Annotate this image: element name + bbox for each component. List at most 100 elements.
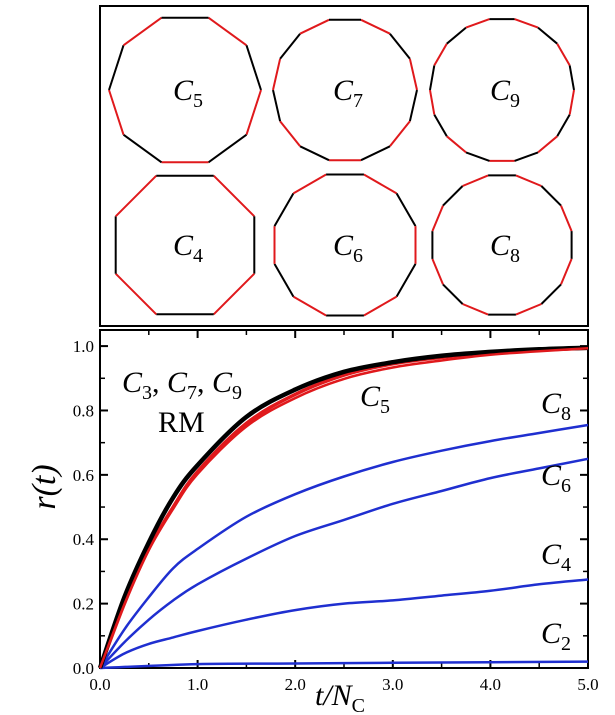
x-tick-label: 5.0 (577, 675, 598, 694)
polygon-edge (279, 33, 301, 60)
x-tick-label: 4.0 (480, 675, 501, 694)
polygon-edge (108, 89, 125, 136)
polygon-C7: C7 (272, 18, 418, 162)
polygon-edge (433, 43, 448, 66)
polygon-edge (272, 89, 282, 122)
polygon-edge (122, 133, 163, 164)
polygon-edge (537, 26, 558, 45)
polygon-edge (568, 65, 575, 91)
polygon-edge (360, 145, 391, 162)
polygon-edge (446, 26, 467, 45)
polygon-edge (540, 283, 562, 305)
polygon-edge (363, 295, 398, 317)
polygon-edge (389, 120, 411, 147)
series-line-c5-band (98, 347, 589, 669)
polygon-edge (431, 258, 444, 285)
polygon-edge (446, 135, 467, 154)
polygon-edge (114, 272, 158, 316)
polygon-edge (431, 205, 444, 232)
polygon-C6: C6 (273, 173, 417, 317)
polygon-edge (212, 272, 256, 316)
x-tick-label: 3.0 (382, 675, 403, 694)
polygon-edge (560, 258, 573, 285)
y-tick-label: 0.2 (73, 595, 94, 614)
polygon-edge (292, 295, 327, 317)
polygon-edge (245, 44, 262, 91)
series-line-c6 (99, 457, 589, 669)
polygon-edge (272, 58, 282, 91)
polygon-edge (556, 43, 571, 66)
polygon-label-C4: C4 (173, 229, 203, 267)
polygon-edge (515, 303, 542, 316)
polygon-edge (279, 120, 301, 147)
polygon-edge (514, 18, 539, 29)
polygon-panel: C5 C7 C9 C4 C6 C8 (108, 16, 575, 317)
polygon-edge (360, 18, 391, 35)
polygon-edge (395, 192, 417, 227)
annotation-rm: RM (158, 406, 205, 439)
polygon-edge (462, 303, 489, 316)
x-tick-label: 1.0 (187, 675, 208, 694)
polygon-edge (207, 16, 248, 47)
series-line-c8 (98, 423, 589, 669)
polygon-edge (540, 185, 562, 207)
x-axis-label: t/NC (315, 679, 365, 715)
polygon-label-C9: C9 (490, 74, 520, 112)
polygon-edge (442, 283, 464, 305)
polygon-edge (568, 89, 575, 115)
polygon-edge (442, 185, 464, 207)
y-tick-label: 1.0 (73, 337, 94, 356)
polygon-edge (556, 114, 571, 137)
polygon-edge (114, 174, 158, 218)
polygon-edge (363, 173, 398, 195)
y-tick-label: 0.6 (73, 466, 94, 485)
y-tick-label: 0.4 (73, 530, 95, 549)
polygon-edge (389, 33, 411, 60)
y-tick-label: 0.8 (73, 401, 94, 420)
polygon-edge (560, 205, 573, 232)
annotation-c6: C6 (541, 459, 571, 497)
y-tick-label: 0.0 (73, 659, 94, 678)
annotation-c8: C8 (541, 387, 571, 425)
x-tick-label: 2.0 (285, 675, 306, 694)
polygon-label-C5: C5 (173, 74, 203, 112)
polygon-edge (465, 18, 490, 29)
series-line-c2 (99, 660, 589, 670)
polygon-edge (465, 151, 490, 162)
polygon-edge (273, 192, 295, 227)
annotation-c4: C4 (541, 538, 571, 576)
polygon-label-C7: C7 (333, 74, 363, 112)
polygon-edge (299, 145, 330, 162)
polygon-label-C8: C8 (490, 229, 520, 267)
polygon-C9: C9 (429, 18, 575, 162)
polygon-edge (122, 16, 163, 47)
polygon-edge (408, 89, 418, 122)
series-line-c3-c7-c9-rm (97, 345, 589, 669)
annotation-c5: C5 (360, 380, 390, 418)
polygon-edge (429, 89, 436, 115)
polygon-edge (108, 44, 125, 91)
polygon-edge (299, 18, 330, 35)
polygon-label-C6: C6 (333, 229, 363, 267)
polygon-C8: C8 (431, 174, 573, 316)
polygon-C4: C4 (114, 174, 256, 316)
x-tick-label: 0.0 (89, 675, 110, 694)
polygon-edge (462, 174, 489, 187)
polygon-panel-frame (99, 5, 589, 327)
polygon-edge (514, 151, 539, 162)
polygon-edge (212, 174, 256, 218)
polygon-edge (207, 133, 248, 164)
polygon-edge (537, 135, 558, 154)
polygon-C5: C5 (108, 16, 262, 164)
polygon-edge (273, 263, 295, 298)
axis-ticks: 0.0 1.0 2.0 3.0 4.0 5.0 0.0 0.2 0.4 0.6 0.8 1.0 (73, 330, 599, 694)
polygon-edge (245, 89, 262, 136)
polygon-edge (395, 263, 417, 298)
polygon-edge (429, 65, 436, 91)
polygon-edge (433, 114, 448, 137)
polygon-edge (292, 173, 327, 195)
annotation-c2: C2 (541, 617, 571, 655)
y-axis-label: r(t) (26, 464, 63, 509)
series-line-c4 (99, 578, 589, 670)
